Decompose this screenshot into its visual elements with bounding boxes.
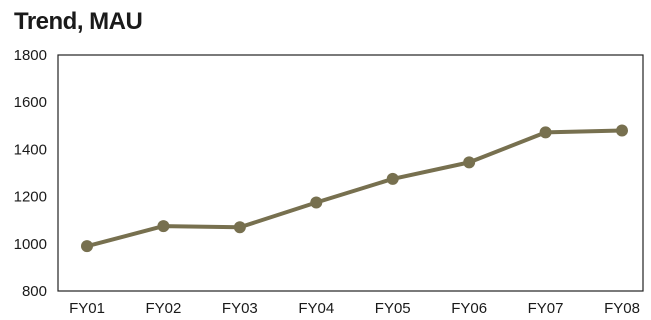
- data-point: [233, 221, 246, 234]
- x-tick-label: FY03: [222, 300, 258, 317]
- x-tick-label: FY02: [145, 300, 181, 317]
- data-point: [81, 240, 93, 253]
- data-point: [310, 196, 323, 209]
- x-tick-label: FY06: [451, 300, 487, 317]
- data-point: [616, 124, 628, 137]
- x-tick-label: FY05: [375, 300, 411, 317]
- data-point: [463, 156, 476, 169]
- data-point: [386, 172, 399, 185]
- y-tick-label: 1200: [14, 189, 47, 206]
- y-tick-label: 1000: [14, 236, 47, 253]
- y-tick-label: 1600: [14, 94, 47, 111]
- x-tick-label: FY08: [604, 300, 640, 317]
- y-tick-label: 800: [22, 283, 47, 300]
- plot-area-frame: [57, 54, 644, 292]
- data-point: [539, 126, 552, 139]
- y-axis-ticks: 800 1000 1200 1400 1600 1800: [14, 47, 47, 300]
- x-tick-label: FY04: [298, 300, 334, 317]
- data-points: [81, 124, 628, 253]
- y-tick-label: 1400: [14, 141, 47, 158]
- x-axis-ticks: FY01 FY02 FY03 FY04 FY05 FY06 FY07 FY08: [69, 300, 640, 317]
- y-tick-label: 1800: [14, 47, 47, 64]
- chart-title: Trend, MAU: [14, 8, 143, 35]
- series-line: [85, 128, 624, 249]
- x-tick-label: FY01: [69, 300, 105, 317]
- data-point: [157, 220, 170, 233]
- x-tick-label: FY07: [528, 300, 564, 317]
